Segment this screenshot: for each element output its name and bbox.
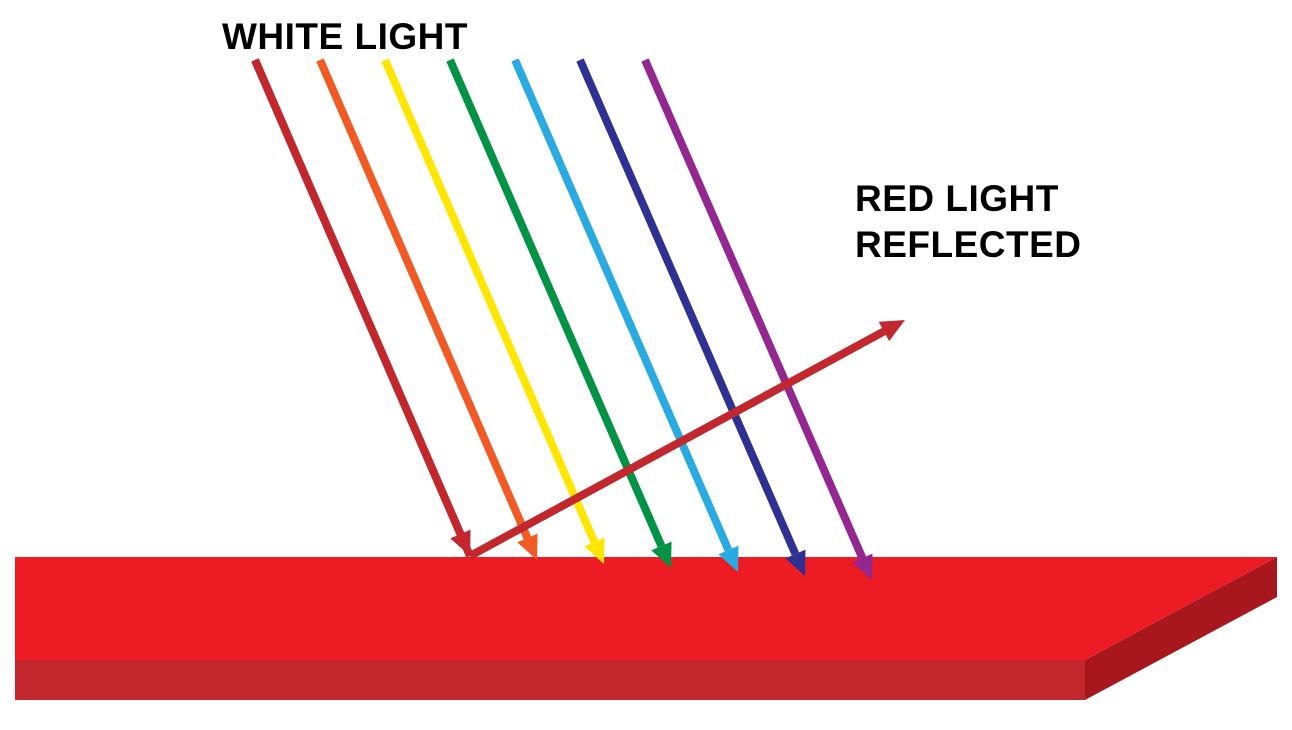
red-surface-slab — [15, 557, 1277, 700]
incident-ray — [385, 60, 605, 564]
reflected-red-ray — [470, 320, 905, 556]
incident-ray — [515, 60, 739, 572]
incident-ray — [580, 60, 805, 576]
incident-light-label: WHITE LIGHT — [222, 16, 468, 58]
light-reflection-diagram — [0, 0, 1292, 730]
incident-ray — [645, 60, 872, 580]
incident-ray-red-continuous — [255, 60, 470, 556]
reflected-light-label: RED LIGHT REFLECTED — [855, 176, 1082, 268]
incident-ray — [450, 60, 672, 568]
incident-ray — [320, 60, 538, 560]
